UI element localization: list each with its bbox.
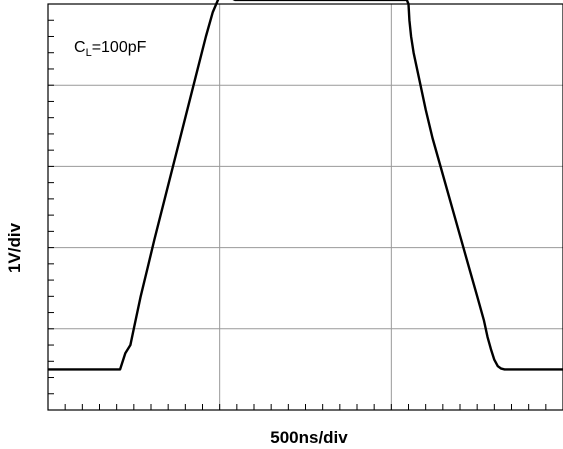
x-axis-label: 500ns/div bbox=[270, 428, 348, 447]
grid bbox=[48, 4, 563, 410]
y-axis-label: 1V/div bbox=[5, 222, 24, 273]
series-line bbox=[48, 0, 563, 371]
plot-frame bbox=[47, 3, 563, 411]
annotation-value: =100pF bbox=[92, 39, 147, 56]
annotation-subscript: L bbox=[86, 47, 92, 59]
load-capacitance-annotation: CL=100pF bbox=[74, 39, 147, 59]
annotation-base: C bbox=[74, 39, 86, 56]
minor-ticks bbox=[48, 19, 547, 410]
